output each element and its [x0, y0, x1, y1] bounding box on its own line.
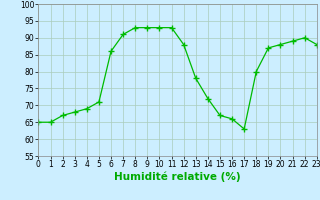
X-axis label: Humidité relative (%): Humidité relative (%)	[114, 172, 241, 182]
